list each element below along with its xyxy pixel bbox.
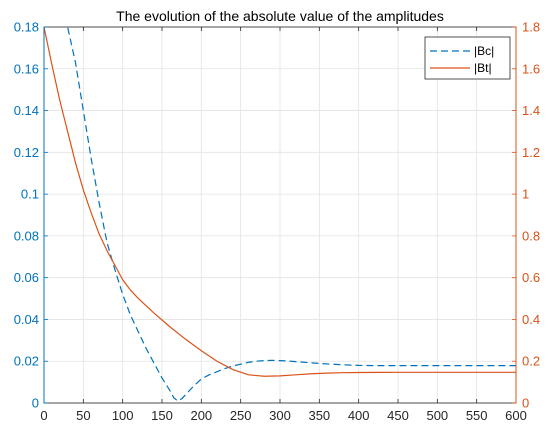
grid-layer — [43, 26, 517, 404]
y-left-tick-label: 0.02 — [14, 354, 39, 369]
tick-layer — [43, 26, 517, 404]
y-left-tick-label: 0.1 — [21, 187, 39, 202]
x-tick-label: 400 — [348, 408, 370, 423]
x-tick-label: 150 — [151, 408, 173, 423]
y-right-tick-label: 1.8 — [522, 20, 540, 35]
y-right-tick-label: 1.2 — [522, 145, 540, 160]
x-tick-label: 550 — [466, 408, 488, 423]
x-tick-label: 450 — [387, 408, 409, 423]
y-left-tick-label: 0.08 — [14, 228, 39, 243]
y-right-tick-label: 0.4 — [522, 312, 540, 327]
y-left-tick-label: 0.18 — [14, 20, 39, 35]
x-tick-label: 600 — [505, 408, 527, 423]
x-tick-label: 300 — [269, 408, 291, 423]
x-tick-label: 500 — [426, 408, 448, 423]
legend-label-bt: |Bt| — [474, 61, 492, 75]
y-left-tick-label: 0.16 — [14, 61, 39, 76]
label-layer: 0 50 100 150 200 250 300 350 400 450 500 550 60000.0… — [14, 20, 540, 424]
x-tick-label: 200 — [190, 408, 212, 423]
legend-label-bc: |Bc| — [474, 44, 494, 58]
y-right-tick-label: 0.8 — [522, 228, 540, 243]
y-left-tick-label: 0 — [32, 396, 39, 411]
y-left-tick-label: 0.06 — [14, 270, 39, 285]
y-right-tick-label: 1.4 — [522, 103, 540, 118]
legend-box — [424, 36, 511, 80]
series-line-bt — [44, 27, 516, 377]
chart-title: The evolution of the absolute value of t… — [116, 8, 444, 24]
y-left-tick-label: 0.04 — [14, 312, 39, 327]
x-tick-label: 100 — [112, 408, 134, 423]
y-right-tick-label: 0.2 — [522, 354, 540, 369]
x-tick-label: 250 — [230, 408, 252, 423]
y-left-tick-label: 0.12 — [14, 145, 39, 160]
x-tick-label: 0 — [40, 408, 47, 423]
series-line-bc — [66, 27, 516, 402]
y-right-tick-label: 0 — [522, 396, 529, 411]
x-tick-label: 50 — [76, 408, 90, 423]
y-right-tick-label: 0.6 — [522, 270, 540, 285]
y-right-tick-label: 1 — [522, 187, 529, 202]
y-right-tick-label: 1.6 — [522, 61, 540, 76]
legend: |Bc| |Bt| — [424, 36, 511, 80]
y-left-tick-label: 0.14 — [14, 103, 39, 118]
x-tick-label: 350 — [308, 408, 330, 423]
series-layer — [44, 27, 516, 402]
